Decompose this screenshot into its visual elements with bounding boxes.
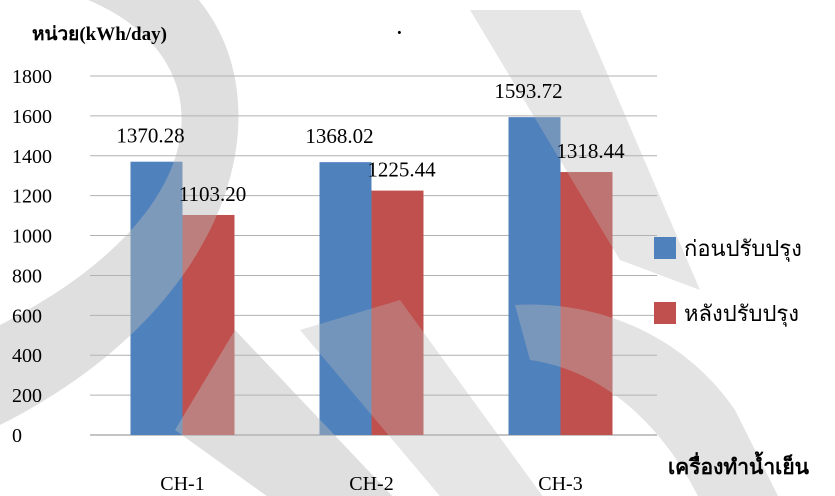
legend: ก่อนปรับปรุงหลังปรับปรุง [654,236,802,327]
watermark-stroke [0,0,239,425]
y-tick-label: 0 [12,425,22,447]
y-tick-label: 1600 [12,106,52,128]
title-mark: . [397,18,402,39]
bars [130,117,613,435]
bar [371,190,424,435]
y-tick-label: 400 [12,345,42,367]
data-label: 1368.02 [305,124,373,148]
legend-label: หลังปรับปรุง [684,301,799,327]
bar [319,162,372,435]
x-axis-title: เครื่องทำน้ำเย็น [668,451,810,479]
y-tick-label: 1400 [12,146,52,168]
data-label: 1103.20 [179,182,246,206]
x-category-label: CH-1 [160,473,204,495]
watermark-stroke [515,304,778,496]
legend-swatch [654,237,676,259]
data-label: 1593.72 [494,79,562,103]
watermark-stroke [470,10,700,290]
data-label: 1318.44 [556,139,625,163]
data-label: 1370.28 [116,124,184,148]
watermark [0,0,778,496]
y-tick-label: 1200 [12,186,52,208]
y-tick-label: 200 [12,385,42,407]
x-category-label: CH-3 [538,473,582,495]
x-category-label: CH-2 [349,473,393,495]
bar [560,172,613,435]
legend-swatch [654,302,676,324]
bar [130,161,183,435]
y-tick-label: 1800 [12,66,52,88]
bar [508,117,561,435]
data-label: 1225.44 [367,158,436,182]
watermark-stroke [175,330,393,496]
y-tick-label: 600 [12,305,42,327]
watermark-stroke [300,300,543,496]
y-tick-label: 800 [12,265,42,287]
unit-label: หน่วย(kWh/day) [32,24,167,45]
bar [182,214,235,435]
y-tick-label: 1000 [12,226,52,248]
legend-label: ก่อนปรับปรุง [684,236,802,262]
labels: 0 200 400 600 800 1000 1200 1400 1600 1800 CH-1 CH-… [12,18,810,495]
